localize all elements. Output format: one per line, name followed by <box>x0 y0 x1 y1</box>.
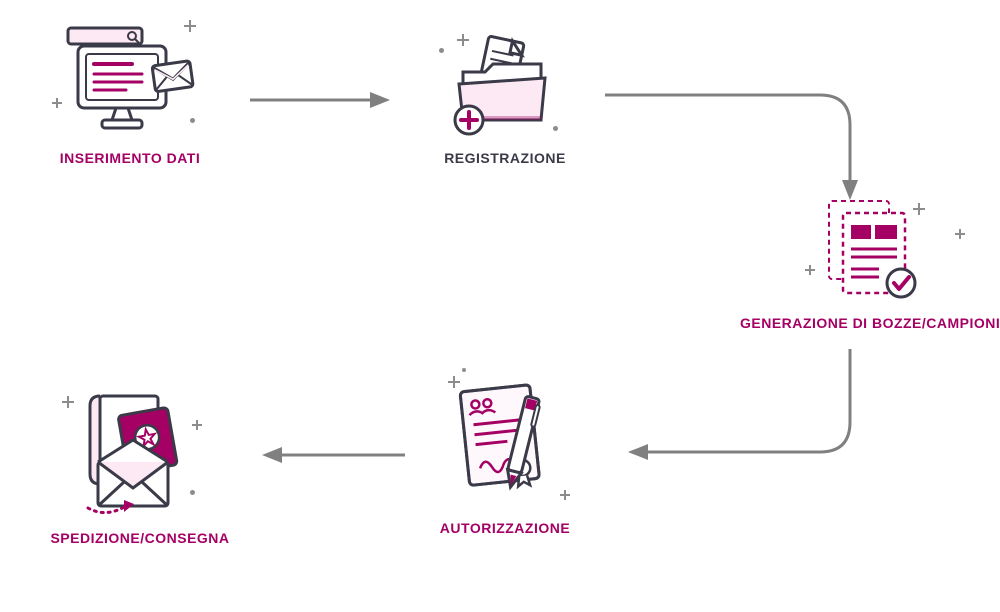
folder-add-icon <box>445 30 565 140</box>
flowchart-stage: INSERIMENTO DATI <box>0 0 1000 612</box>
arrow-3 <box>620 344 880 484</box>
node-spedizione-consegna: SPEDIZIONE/CONSEGNA <box>40 390 240 546</box>
node-label: SPEDIZIONE/CONSEGNA <box>40 530 240 546</box>
shipping-envelope-icon <box>70 390 210 520</box>
node-registrazione: REGISTRAZIONE <box>425 30 585 166</box>
node-label: AUTORIZZAZIONE <box>415 520 595 536</box>
arrow-4 <box>250 435 410 475</box>
node-label: GENERAZIONE DI BOZZE/CAMPIONI <box>740 315 1000 331</box>
node-generazione-bozze: GENERAZIONE DI BOZZE/CAMPIONI <box>740 195 1000 331</box>
arrow-1 <box>245 80 395 120</box>
computer-mail-icon <box>60 20 200 140</box>
arrow-2 <box>600 70 880 210</box>
signature-doc-icon <box>440 380 570 510</box>
draft-doc-icon <box>815 195 925 305</box>
node-inserimento-dati: INSERIMENTO DATI <box>40 20 220 166</box>
node-autorizzazione: AUTORIZZAZIONE <box>415 380 595 536</box>
node-label: REGISTRAZIONE <box>425 150 585 166</box>
node-label: INSERIMENTO DATI <box>40 150 220 166</box>
